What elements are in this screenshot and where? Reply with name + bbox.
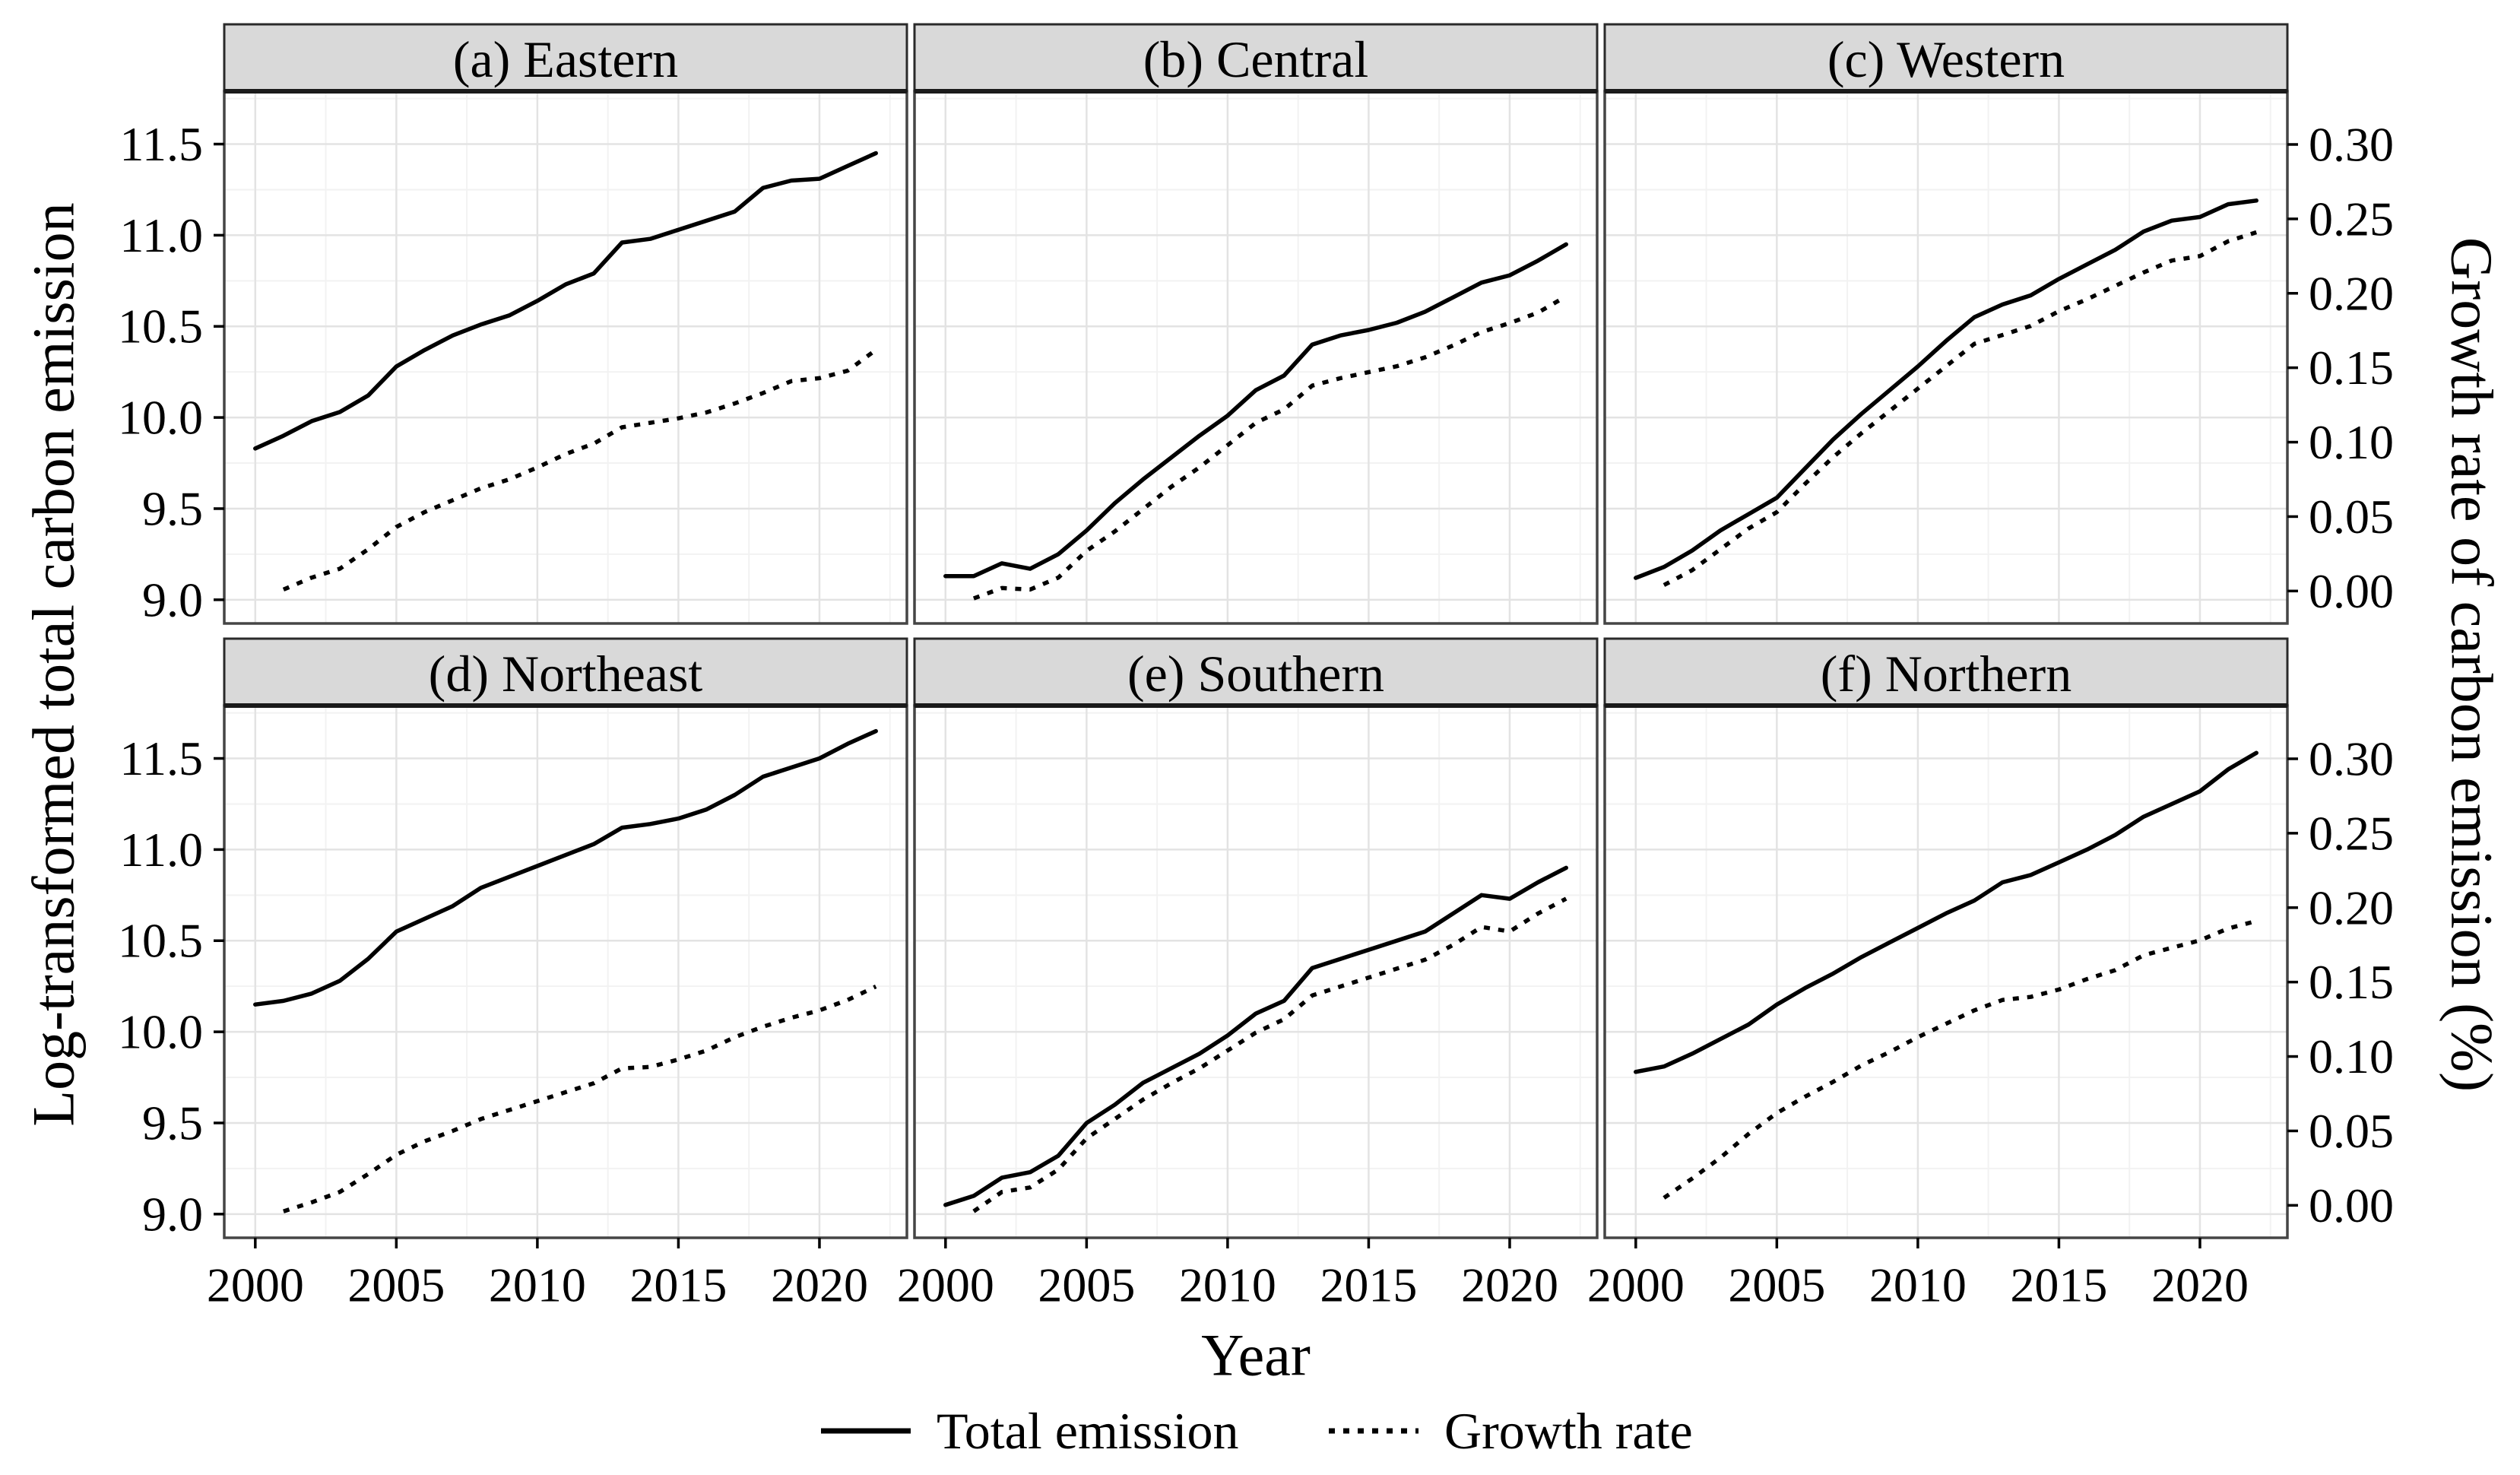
facet-strip-title-f: (f) Northern: [1821, 645, 2071, 703]
right-tick-label: 0.15: [2309, 341, 2394, 395]
left-tick-label: 9.0: [142, 1187, 203, 1241]
x-tick-label: 2005: [347, 1258, 445, 1312]
legend-label-growth-rate: Growth rate: [1444, 1402, 1693, 1460]
right-tick-label: 0.25: [2309, 806, 2394, 860]
facet-strip: [1603, 637, 2289, 707]
x-tick-label: 2010: [489, 1258, 586, 1312]
x-axis-title: Year: [1201, 1322, 1311, 1388]
left-tick-label: 9.0: [142, 573, 203, 626]
facet-strip-title-a: (a) Eastern: [453, 30, 678, 88]
left-tick-label: 11.0: [119, 208, 203, 262]
x-tick-label: 2000: [207, 1258, 304, 1312]
facet-strip: [913, 23, 1599, 93]
right-tick-label: 0.00: [2309, 564, 2394, 618]
panel-background: [1605, 91, 2287, 623]
right-tick-label: 0.10: [2309, 415, 2394, 469]
right-tick-label: 0.15: [2309, 955, 2394, 1009]
panel-background: [1605, 706, 2287, 1238]
facet-strip-title-e: (e) Southern: [1127, 645, 1384, 703]
x-tick-label: 2010: [1179, 1258, 1276, 1312]
facet-strip-title-c: (c) Western: [1827, 30, 2065, 88]
panels-group: (a) Eastern 9.0 9.5 10.0 10.5 11.0 11.5 (b) Cen…: [118, 23, 2394, 1312]
right-tick-label: 0.05: [2309, 1104, 2394, 1158]
x-tick-label: 2005: [1038, 1258, 1135, 1312]
x-tick-label: 2015: [1320, 1258, 1417, 1312]
growth-rate-line: [282, 347, 877, 592]
x-tick-label: 2020: [1461, 1258, 1558, 1312]
x-tick-label: 2015: [629, 1258, 727, 1312]
total-emission-line: [943, 242, 1568, 579]
panel-e: (e) Southern 2000 2005 2010 2015 2020: [897, 637, 1599, 1312]
panel-background: [914, 706, 1597, 1238]
right-tick-label: 0.30: [2309, 731, 2394, 785]
right-tick-label: 0.20: [2309, 880, 2394, 934]
total-emission-line: [253, 728, 878, 1007]
x-tick-label: 2020: [2151, 1258, 2249, 1312]
panel-d: (d) Northeast 9.0 9.5 10.0 10.5 11.0 11.5 2000 2…: [118, 637, 908, 1312]
left-tick-label: 10.0: [118, 391, 203, 445]
x-tick-label: 2010: [1869, 1258, 1967, 1312]
facet-strip: [1603, 23, 2289, 93]
right-tick-label: 0.25: [2309, 192, 2394, 246]
left-tick-label: 11.5: [119, 731, 203, 785]
left-tick-label: 9.5: [142, 481, 203, 535]
right-tick-label: 0.30: [2309, 117, 2394, 171]
left-tick-label: 10.0: [118, 1005, 203, 1059]
facet-strip-title-d: (d) Northeast: [429, 645, 703, 703]
x-tick-label: 2015: [2010, 1258, 2107, 1312]
x-tick-label: 2020: [771, 1258, 868, 1312]
left-tick-label: 10.5: [118, 914, 203, 968]
left-axis-title: Log-transformed total carbon emission: [21, 202, 87, 1126]
left-tick-label: 11.0: [119, 823, 203, 877]
left-tick-label: 9.5: [142, 1096, 203, 1150]
left-tick-label: 11.5: [119, 117, 203, 171]
x-tick-label: 2005: [1728, 1258, 1825, 1312]
total-emission-line: [943, 865, 1568, 1207]
facet-strip-title-b: (b) Central: [1143, 30, 1368, 88]
x-tick-label: 2000: [1587, 1258, 1685, 1312]
facet-strip: [223, 637, 908, 707]
right-tick-label: 0.05: [2309, 490, 2394, 544]
legend-label-total-emission: Total emission: [937, 1402, 1239, 1460]
growth-rate-line: [1663, 918, 2257, 1200]
total-emission-line: [253, 151, 878, 451]
right-tick-label: 0.10: [2309, 1029, 2394, 1083]
right-tick-label: 0.00: [2309, 1178, 2394, 1232]
facet-strip: [913, 637, 1599, 707]
right-axis-title: Growth rate of carbon emission (%): [2439, 237, 2506, 1092]
left-tick-label: 10.5: [118, 300, 203, 354]
panel-background: [914, 91, 1597, 623]
panel-c: (c) Western 0.00 0.05 0.10 0.15 0.20 0.25 0.30: [1603, 23, 2394, 625]
panel-background: [224, 91, 907, 623]
growth-rate-line: [283, 985, 877, 1213]
legend: Total emission Growth rate: [821, 1402, 1693, 1460]
panel-a: (a) Eastern 9.0 9.5 10.0 10.5 11.0 11.5: [118, 23, 908, 626]
total-emission-line: [1634, 198, 2258, 580]
right-tick-label: 0.20: [2309, 266, 2394, 320]
growth-rate-line: [1663, 230, 2258, 587]
x-tick-label: 2000: [897, 1258, 994, 1312]
panel-b: (b) Central: [913, 23, 1599, 625]
growth-rate-line: [972, 896, 1567, 1213]
panel-f: (f) Northern 0.00 0.05 0.10 0.15 0.20 0.25 0.30…: [1587, 637, 2394, 1312]
panel-background: [224, 706, 907, 1238]
total-emission-line: [1634, 750, 2258, 1074]
